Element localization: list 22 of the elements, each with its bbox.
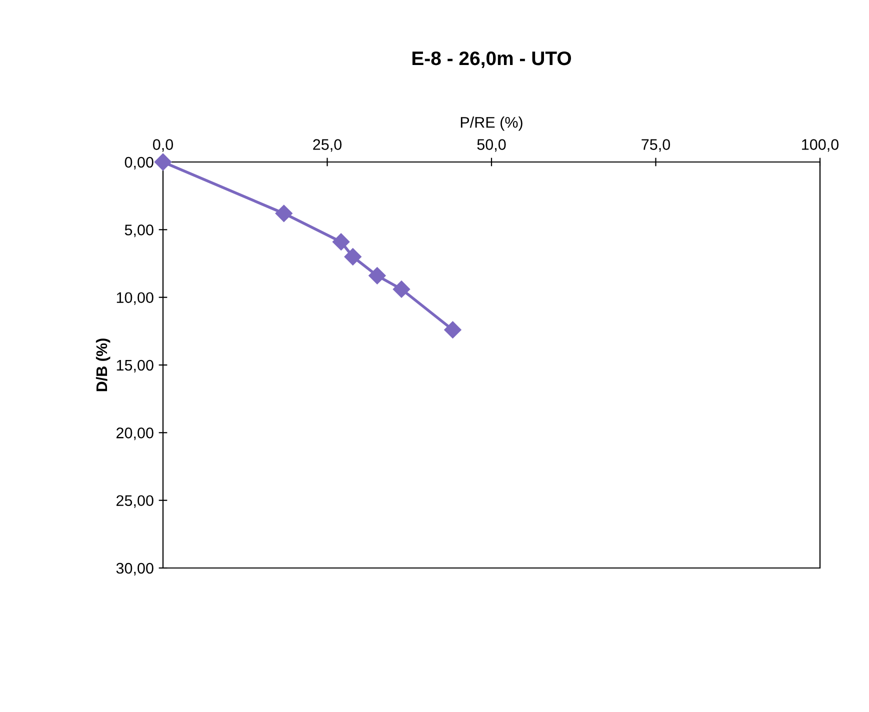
point xyxy=(344,248,362,266)
point xyxy=(332,233,350,250)
x-tick-label: 50,0 xyxy=(477,139,506,152)
x-tick-label: 100,0 xyxy=(802,139,839,152)
x-tick-label: 0,0 xyxy=(152,139,174,152)
y-tick-label: 30,00 xyxy=(116,562,154,576)
point xyxy=(368,267,386,284)
chart-title: E-8 - 26,0m - UTO xyxy=(412,51,572,68)
y-tick-label: 15,00 xyxy=(116,360,154,372)
point xyxy=(275,204,292,222)
y-tick-label: 5,00 xyxy=(124,224,154,238)
point xyxy=(154,153,172,171)
y-tick-label: 0,00 xyxy=(124,156,154,170)
point xyxy=(392,280,410,298)
point xyxy=(444,321,462,338)
x-tick-label: 25,0 xyxy=(313,139,342,152)
y-tick-label: 20,00 xyxy=(116,428,154,440)
y-tick-label: 10,00 xyxy=(116,292,154,305)
x-axis-title: P/RE (%) xyxy=(460,116,522,131)
y-tick-label: 25,00 xyxy=(116,495,154,508)
x-tick-label: 75,0 xyxy=(642,139,670,152)
y-axis-title: D/B (%) xyxy=(96,338,110,392)
